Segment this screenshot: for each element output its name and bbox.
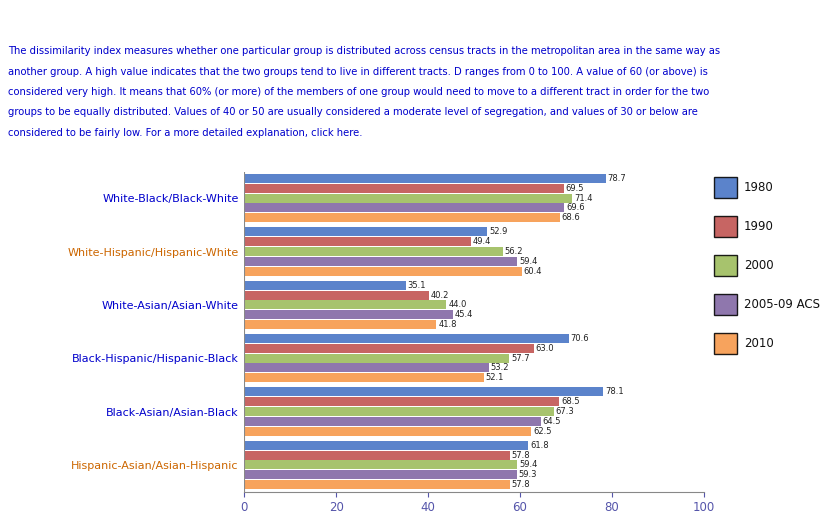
Bar: [244, 281, 405, 290]
Text: 68.6: 68.6: [561, 213, 580, 222]
Text: considered to be fairly low. For a more detailed explanation, click here.: considered to be fairly low. For a more …: [8, 128, 362, 138]
Text: 53.2: 53.2: [490, 364, 509, 372]
Bar: [244, 174, 605, 183]
Text: groups to be equally distributed. Values of 40 or 50 are usually considered a mo: groups to be equally distributed. Values…: [8, 108, 697, 117]
Text: 59.4: 59.4: [519, 257, 537, 266]
Text: 40.2: 40.2: [430, 291, 449, 300]
Bar: [244, 407, 553, 416]
Text: 2010: 2010: [743, 337, 772, 350]
Bar: [244, 417, 540, 426]
Bar: [244, 364, 488, 372]
Bar: [244, 237, 471, 246]
Text: 69.6: 69.6: [566, 203, 584, 212]
Bar: [244, 310, 452, 319]
Bar: [244, 470, 516, 479]
Text: 78.1: 78.1: [605, 388, 623, 396]
Text: 67.3: 67.3: [555, 407, 573, 416]
Text: 57.8: 57.8: [511, 480, 530, 489]
Text: 68.5: 68.5: [560, 397, 579, 406]
Bar: [244, 320, 436, 329]
Bar: [244, 373, 483, 382]
Bar: [244, 301, 446, 309]
Text: 59.3: 59.3: [518, 470, 537, 479]
Text: considered very high. It means that 60% (or more) of the members of one group wo: considered very high. It means that 60% …: [8, 87, 709, 97]
Bar: [244, 194, 571, 203]
FancyBboxPatch shape: [713, 216, 737, 238]
Bar: [244, 388, 602, 396]
Bar: [244, 397, 558, 406]
Bar: [244, 460, 517, 470]
Bar: [244, 354, 509, 362]
Bar: [244, 227, 487, 237]
Text: Index of Dissimilarity (D): Index of Dissimilarity (D): [297, 15, 530, 33]
Text: 59.4: 59.4: [519, 460, 537, 470]
Text: another group. A high value indicates that the two groups tend to live in differ: another group. A high value indicates th…: [8, 67, 707, 77]
Bar: [244, 291, 428, 300]
Text: 1990: 1990: [743, 220, 772, 233]
Text: 44.0: 44.0: [447, 301, 466, 309]
FancyBboxPatch shape: [713, 333, 737, 354]
Text: 60.4: 60.4: [523, 267, 542, 275]
Text: 41.8: 41.8: [437, 320, 457, 329]
Text: 71.4: 71.4: [573, 194, 592, 203]
Text: 35.1: 35.1: [407, 281, 425, 290]
Text: 78.7: 78.7: [607, 174, 626, 183]
Bar: [244, 267, 521, 275]
Bar: [244, 184, 563, 193]
Bar: [244, 257, 517, 266]
Text: 61.8: 61.8: [529, 441, 548, 450]
Text: The dissimilarity index measures whether one particular group is distributed acr: The dissimilarity index measures whether…: [8, 46, 719, 56]
Text: 63.0: 63.0: [535, 344, 553, 353]
Bar: [244, 247, 502, 256]
Text: 57.8: 57.8: [511, 451, 530, 460]
Text: 1980: 1980: [743, 181, 772, 194]
Text: 56.2: 56.2: [504, 247, 522, 256]
Text: 57.7: 57.7: [510, 354, 529, 362]
Text: 70.6: 70.6: [570, 334, 589, 343]
Bar: [244, 334, 568, 343]
FancyBboxPatch shape: [713, 255, 737, 276]
Text: 45.4: 45.4: [454, 310, 472, 319]
Bar: [244, 203, 563, 212]
Text: 69.5: 69.5: [565, 184, 583, 193]
Bar: [244, 480, 509, 489]
Text: 2005-09 ACS: 2005-09 ACS: [743, 298, 819, 311]
FancyBboxPatch shape: [713, 294, 737, 315]
Bar: [244, 344, 533, 353]
Text: 64.5: 64.5: [542, 417, 561, 426]
Text: 52.9: 52.9: [489, 227, 507, 237]
Text: 2000: 2000: [743, 259, 772, 272]
Bar: [244, 441, 528, 450]
FancyBboxPatch shape: [713, 177, 737, 198]
Text: 52.1: 52.1: [485, 373, 504, 382]
Bar: [244, 451, 509, 460]
Text: 49.4: 49.4: [472, 237, 491, 246]
Bar: [244, 426, 531, 436]
Bar: [244, 213, 559, 222]
Text: 62.5: 62.5: [533, 426, 551, 436]
